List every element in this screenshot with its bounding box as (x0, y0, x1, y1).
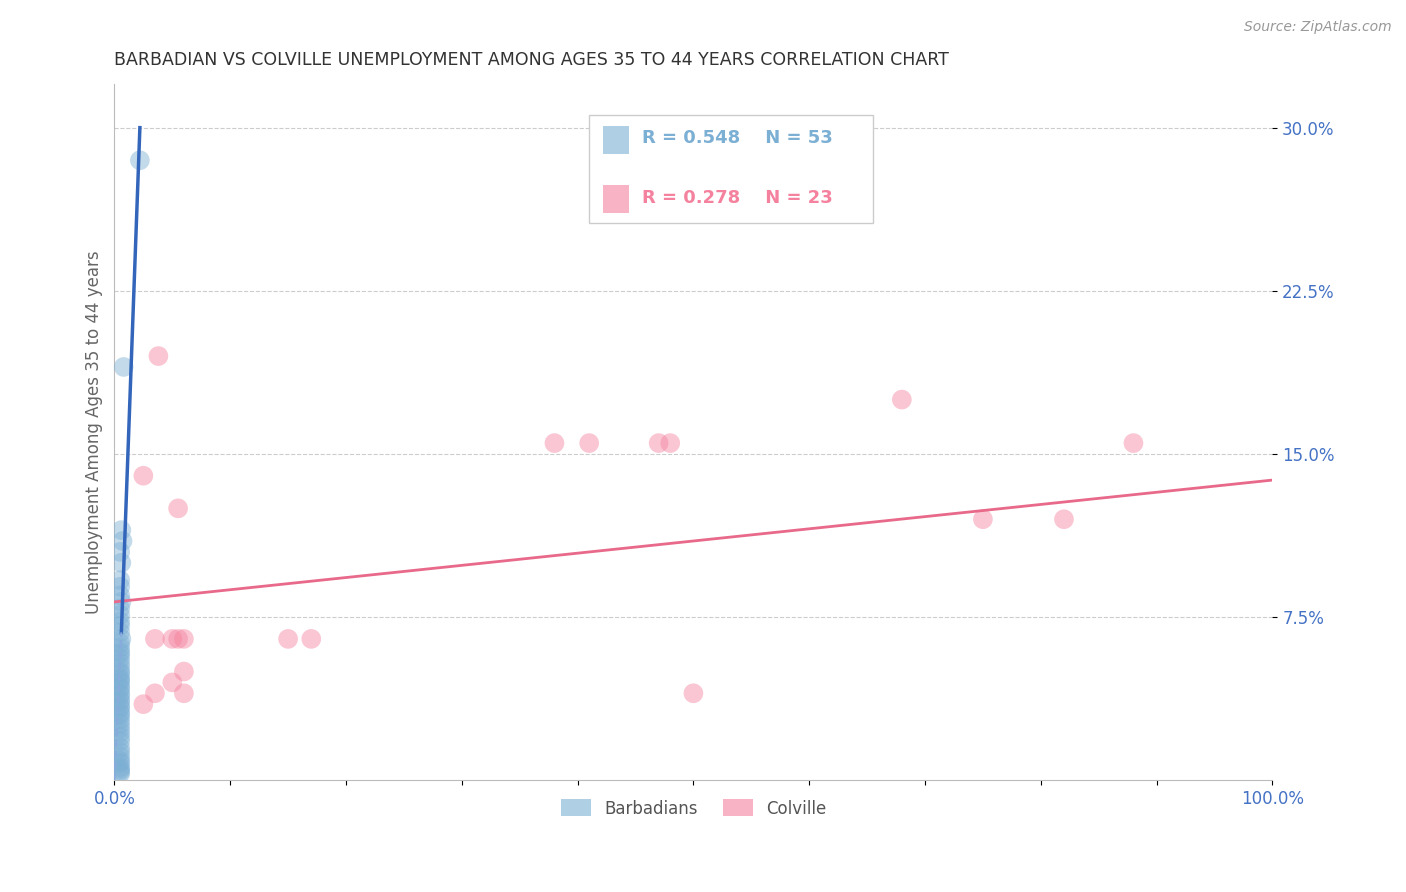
Point (110, 523, 132, 537)
Point (108, 656, 131, 670)
Text: R = 0.278    N = 23: R = 0.278 N = 23 (643, 188, 834, 207)
Point (108, 573, 131, 587)
Point (108, 689, 131, 703)
Point (647, 436, 669, 450)
Point (108, 660, 131, 674)
Point (108, 588, 131, 602)
Point (110, 595, 132, 609)
Point (108, 545, 131, 559)
Point (108, 619, 131, 633)
Point (128, 153, 150, 168)
Point (108, 756, 131, 770)
Point (108, 680, 131, 694)
Point (108, 625, 131, 640)
FancyBboxPatch shape (589, 115, 873, 223)
Point (108, 645, 131, 659)
Point (108, 734, 131, 748)
Point (132, 468, 155, 483)
Text: BARBADIAN VS COLVILLE UNEMPLOYMENT AMONG AGES 35 TO 44 YEARS CORRELATION CHART: BARBADIAN VS COLVILLE UNEMPLOYMENT AMONG… (114, 51, 949, 69)
Point (108, 749, 131, 764)
Point (108, 763, 131, 777)
Point (162, 675, 184, 690)
Point (1122, 436, 1144, 450)
Point (108, 766, 131, 780)
Point (173, 665, 195, 679)
Point (108, 760, 131, 774)
Point (167, 632, 190, 646)
Point (277, 632, 299, 646)
Point (173, 686, 195, 700)
Point (148, 349, 170, 363)
Point (132, 697, 155, 711)
Point (108, 721, 131, 735)
Point (543, 436, 565, 450)
Point (1053, 512, 1076, 526)
Point (299, 632, 322, 646)
Point (108, 675, 131, 690)
Point (108, 764, 131, 779)
Point (108, 607, 131, 622)
Text: R = 0.548    N = 53: R = 0.548 N = 53 (643, 129, 834, 147)
Bar (603, 126, 628, 153)
Point (108, 681, 131, 696)
Legend: Barbadians, Colville: Barbadians, Colville (554, 793, 832, 824)
Point (143, 686, 166, 700)
Point (108, 754, 131, 768)
Point (108, 699, 131, 714)
Point (108, 673, 131, 688)
Point (112, 359, 135, 374)
Point (108, 601, 131, 615)
Point (108, 651, 131, 665)
Point (108, 701, 131, 715)
Point (108, 740, 131, 755)
Point (108, 706, 131, 720)
Point (578, 436, 600, 450)
Y-axis label: Unemployment Among Ages 35 to 44 years: Unemployment Among Ages 35 to 44 years (86, 251, 103, 614)
Point (108, 647, 131, 661)
Point (173, 632, 195, 646)
Point (108, 636, 131, 650)
Point (143, 632, 166, 646)
Point (108, 716, 131, 731)
Point (108, 695, 131, 709)
Point (108, 665, 131, 679)
Point (108, 615, 131, 629)
Point (659, 436, 682, 450)
Point (108, 693, 131, 707)
Point (108, 745, 131, 759)
Point (108, 708, 131, 723)
Point (108, 686, 131, 700)
Point (108, 671, 131, 685)
Point (108, 640, 131, 655)
Text: Source: ZipAtlas.com: Source: ZipAtlas.com (1244, 20, 1392, 34)
Point (108, 666, 131, 681)
Point (890, 392, 912, 407)
Point (108, 712, 131, 726)
Point (167, 501, 190, 516)
Point (108, 725, 131, 739)
Point (162, 632, 184, 646)
Point (972, 512, 994, 526)
Bar (603, 185, 628, 213)
Point (110, 632, 132, 646)
Point (108, 730, 131, 744)
Point (111, 533, 134, 548)
Point (108, 580, 131, 594)
Point (682, 686, 704, 700)
Point (110, 556, 132, 570)
